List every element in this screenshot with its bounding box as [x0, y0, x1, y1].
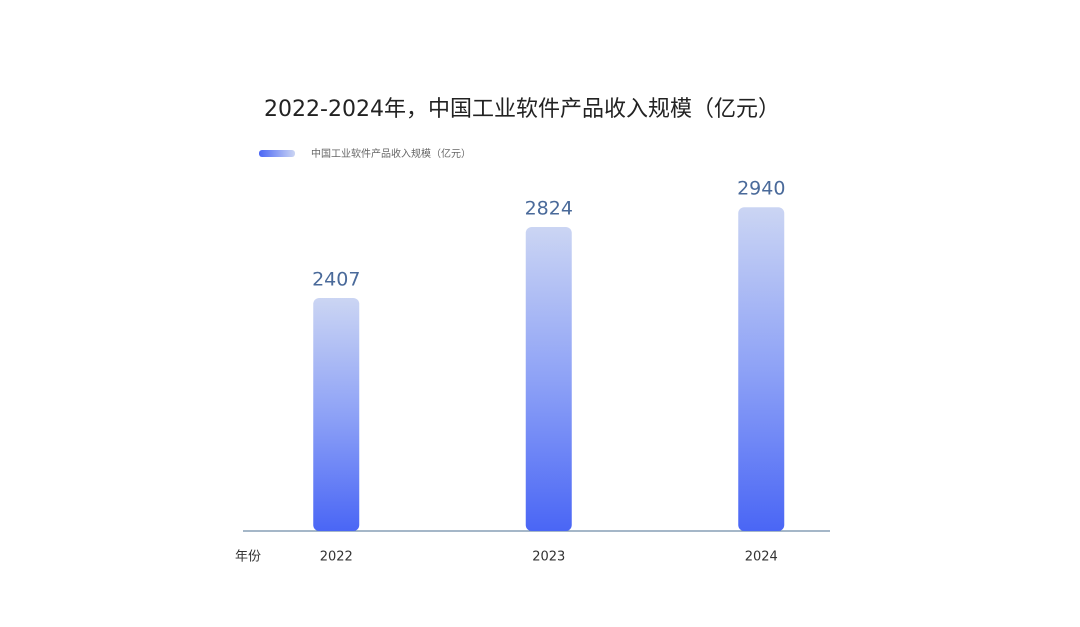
legend-swatch — [259, 150, 295, 157]
x-tick-label: 2024 — [745, 550, 778, 565]
x-tick-label: 2023 — [532, 550, 565, 565]
value-label: 2824 — [525, 197, 573, 219]
bar — [738, 207, 785, 531]
x-axis-label: 年份 — [235, 550, 261, 565]
value-label: 2940 — [737, 178, 785, 200]
x-tick-label: 2022 — [320, 550, 353, 565]
bar — [313, 298, 360, 531]
value-label: 2407 — [312, 269, 360, 291]
bar — [525, 226, 572, 532]
legend-label: 中国工业软件产品收入规模（亿元） — [311, 147, 471, 160]
chart-title: 2022-2024年，中国工业软件产品收入规模（亿元） — [264, 97, 780, 122]
